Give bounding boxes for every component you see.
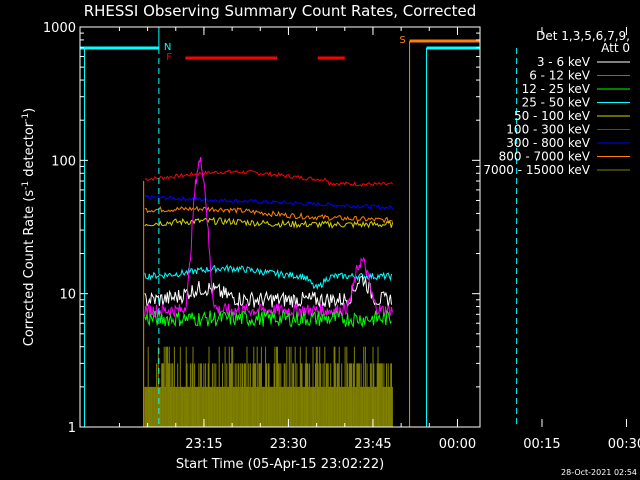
flag-label: N [164,42,171,53]
series-6-12-kev [144,157,393,319]
series-12-25-kev [144,308,392,329]
plot-frame [79,26,481,428]
legend-label: 7000 - 15000 keV [483,163,590,177]
series-3-6-kev [144,275,392,308]
legend-label: 50 - 100 keV [514,109,591,123]
series-100-300-kev [144,169,394,187]
y-axis-label: Corrected Count Rate (s-1 detector-1) [21,108,37,346]
x-tick-label: 23:30 [270,437,307,452]
x-tick-label: 23:15 [185,437,222,452]
attenuator-label: Att 0 [601,41,630,55]
legend-label: 3 - 6 keV [537,55,591,69]
legend-label: 100 - 300 keV [506,123,590,137]
series-800-7000-kev [144,205,393,224]
y-tick-label: 100 [51,154,76,169]
y-tick-label: 1000 [43,21,76,36]
x-axis-label: Start Time (05-Apr-15 23:02:22) [176,457,384,472]
series-300-800-kev [144,194,394,210]
y-tick-label: 1 [68,421,76,436]
series-50-100-kev [144,216,394,229]
x-tick-label: 00:15 [523,437,560,452]
legend-label: 12 - 25 keV [522,82,591,96]
x-tick-label: 23:45 [354,437,391,452]
flag-label: F [166,52,172,63]
legend-label: 800 - 7000 keV [499,150,591,164]
series-25-50-kev [144,264,392,291]
footer-timestamp: 28-Oct-2021 02:54 [561,468,637,477]
detectors-label: Det 1,3,5,6,7,9, [536,29,630,43]
legend-label: 6 - 12 keV [529,69,591,83]
chart-title: RHESSI Observing Summary Count Rates, Co… [84,2,477,20]
legend-label: 25 - 50 keV [522,96,591,110]
x-tick-label: 00:00 [439,437,476,452]
legend-label: 300 - 800 keV [506,136,590,150]
series-7000-15000-kev [144,346,393,427]
x-tick-label: 00:30 [608,437,640,452]
flag-label: S [399,35,405,46]
y-tick-label: 10 [59,288,76,303]
